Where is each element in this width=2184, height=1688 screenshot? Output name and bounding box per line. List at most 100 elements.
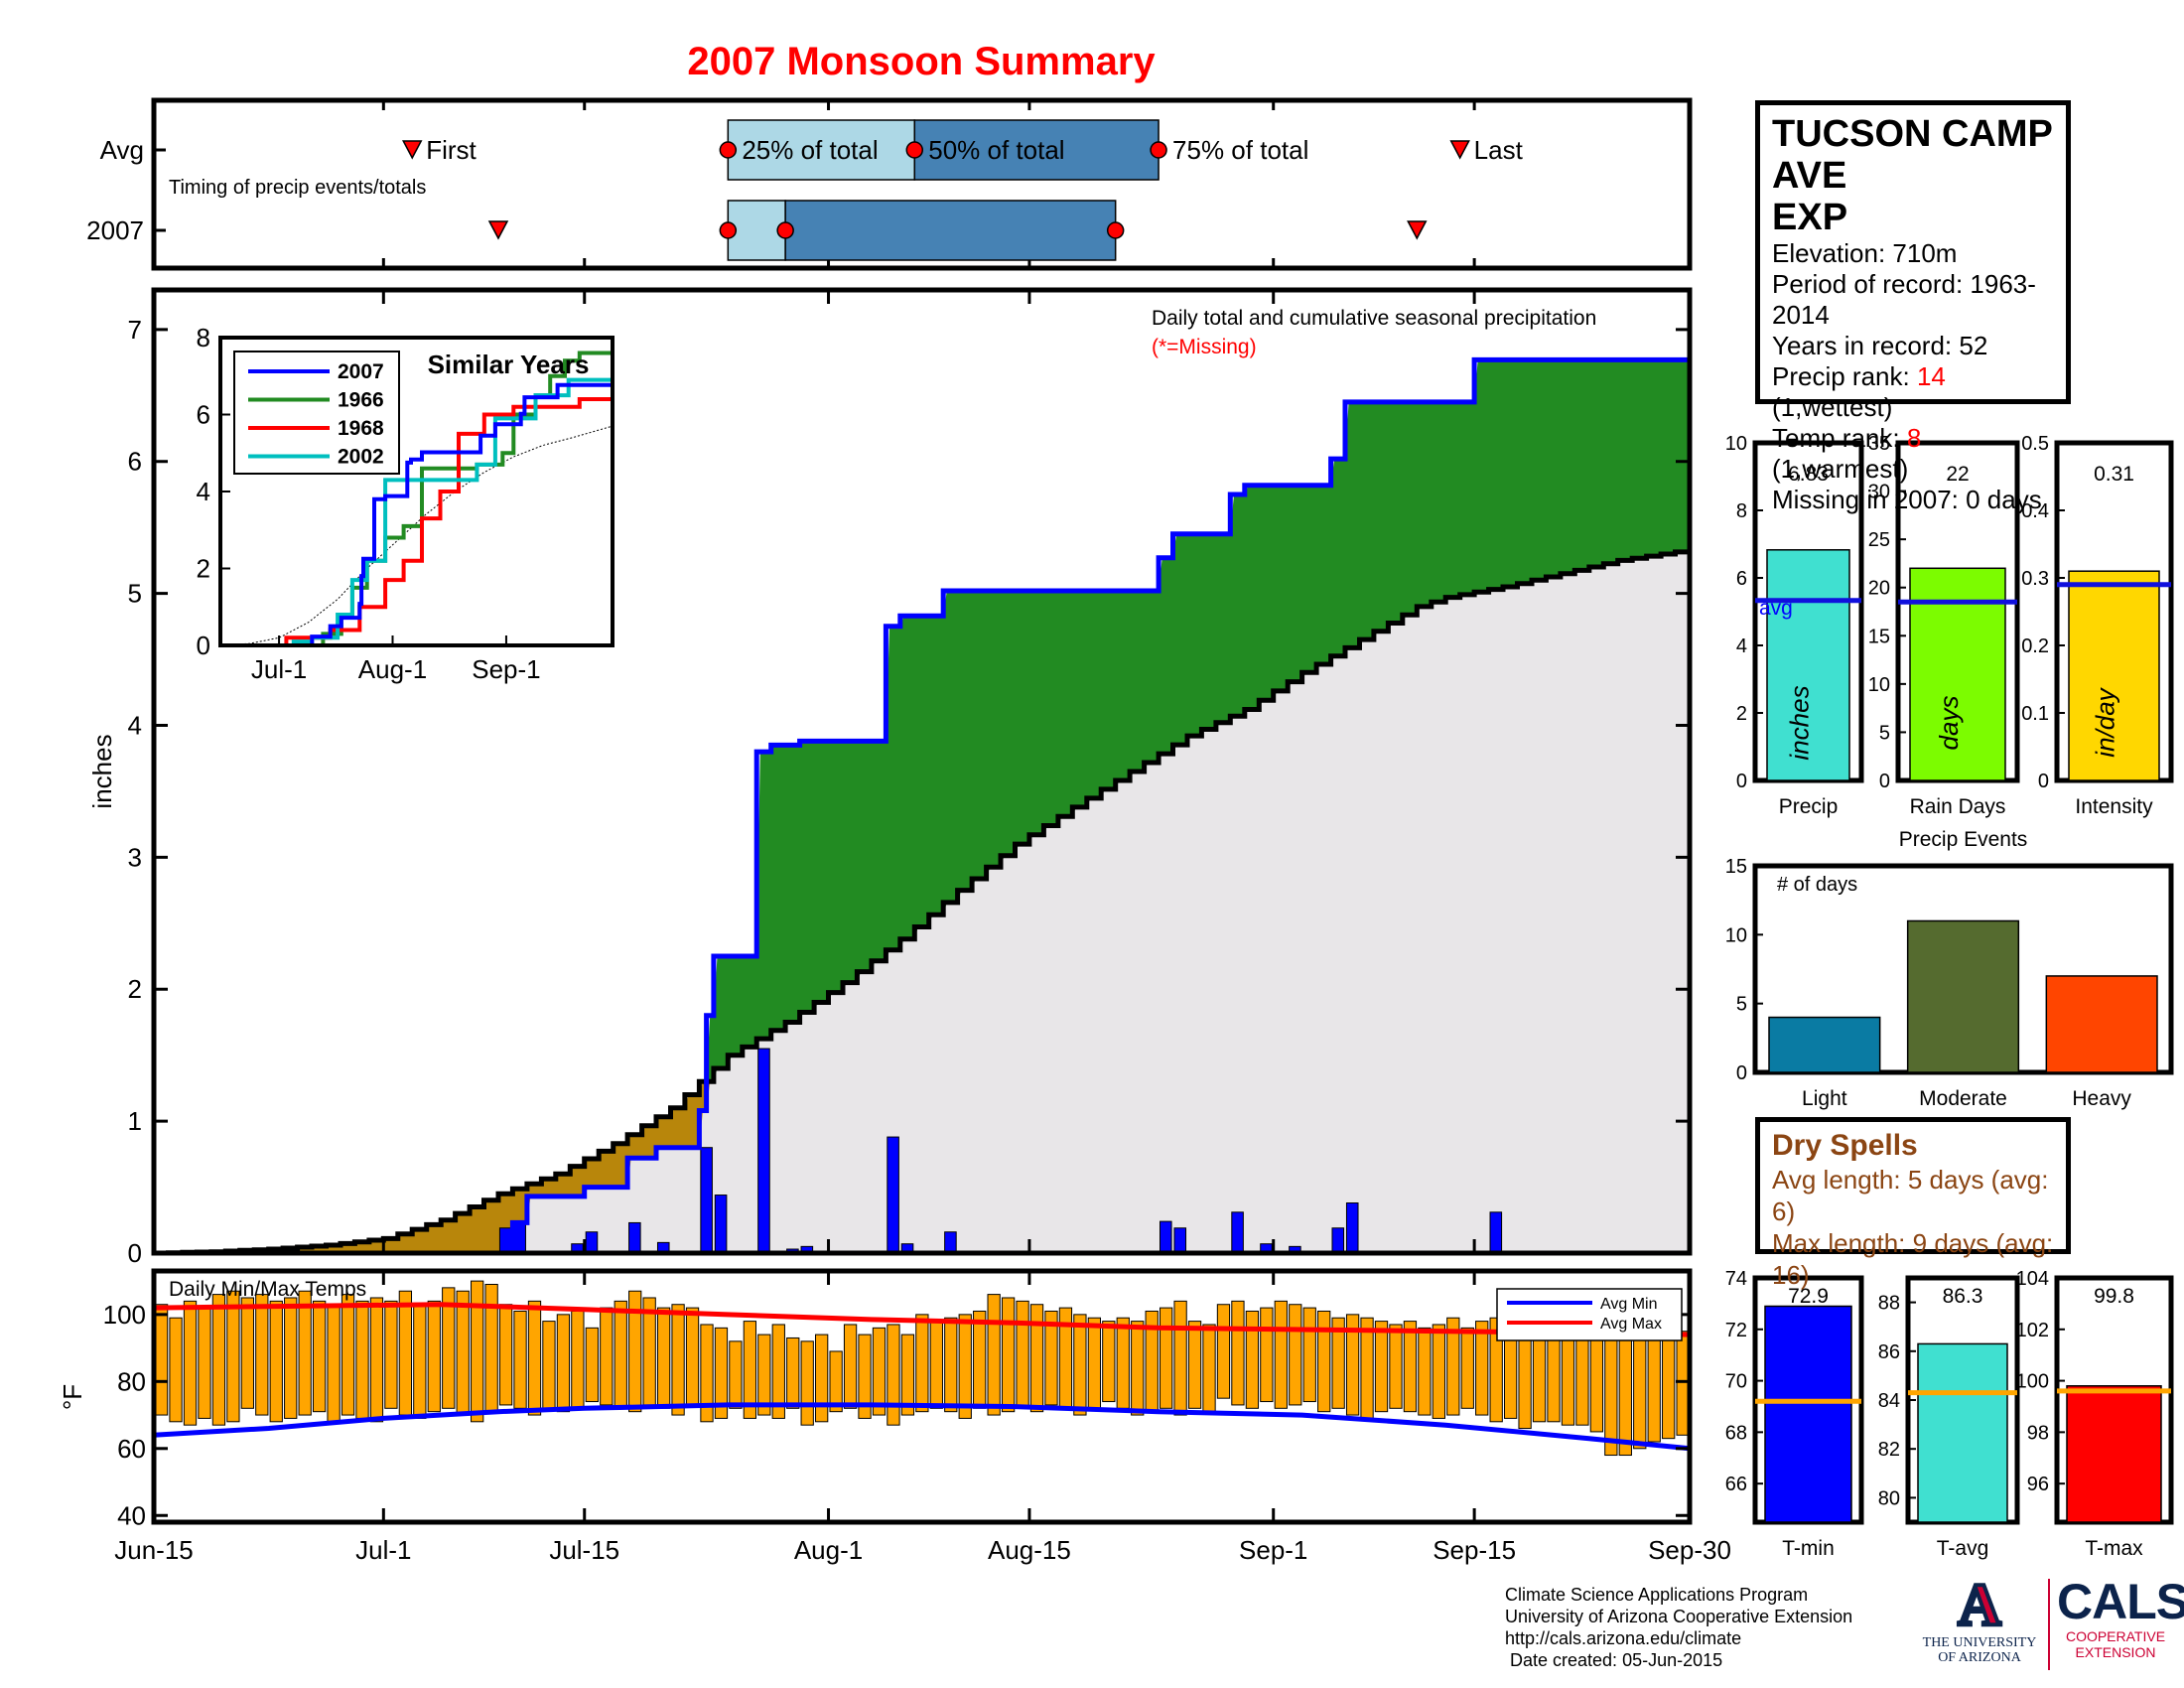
daily-temp-bar [284,1297,298,1419]
temp-summary-bar-1 [1917,1342,2008,1523]
summary-unit-1: days [1934,696,1964,751]
events-ylabel-note: # of days [1777,874,1857,896]
daily-temp-bar [327,1304,341,1423]
summary-unit-2: in/day [2091,686,2120,757]
footer-line2: University of Arizona Cooperative Extens… [1505,1607,1853,1626]
temp-rank-label: Temp rank: [1772,423,1907,453]
timing-marker-2007-q1 [719,221,738,239]
daily-temp-bar [384,1300,398,1409]
daily-temp-bar [198,1307,211,1419]
daily-temp-bar [298,1290,312,1416]
daily-temp-bar [900,1334,915,1416]
daily-temp-bar [628,1290,642,1413]
daily-temp-bar [815,1334,829,1423]
cals-logo-line1: COOPERATIVE [2065,1628,2166,1644]
summary-value-0: 6.83 [1788,463,1829,486]
daily-temp-bar [1173,1300,1187,1416]
daily-temp-bar [1331,1317,1345,1409]
daily-temp-bar [369,1297,384,1423]
daily-temp-bar [1073,1314,1087,1416]
summary-ytick-label: 0.2 [2021,635,2049,657]
events-label-heavy: Heavy [2072,1087,2131,1110]
main-ytick-label: 2 [128,974,142,1004]
temp-rank-suffix: (1,warmest) [1772,454,1909,484]
daily-precip-bar [1231,1211,1244,1254]
daily-temp-bar [226,1290,240,1423]
temp-summary-ytick-label: 86 [1878,1341,1900,1363]
daily-precip-bar [714,1195,728,1254]
cals-logo-text: CALS [2057,1574,2184,1629]
events-ytick-label: 0 [1736,1062,1747,1084]
temp-summary-label-2: T-max [2085,1537,2143,1560]
summary-ytick-label: 2 [1736,703,1747,725]
inset-legend-label-1968: 1968 [338,417,384,440]
date-axis-label: Sep-1 [1239,1535,1307,1565]
cumulative-2007-line [154,356,1690,1256]
summary-ytick-label: 20 [1868,578,1890,600]
temp-summary-label-0: T-min [1782,1537,1835,1560]
daily-precip-bar [498,1227,512,1254]
daily-precip-bar [1331,1227,1345,1254]
temps-ytick-label: 60 [117,1434,146,1464]
daily-temp-bar [1676,1331,1690,1436]
events-bar-light [1768,1016,1881,1073]
temp-summary-ytick-label: 68 [1725,1422,1747,1444]
temps-ytick-label: 100 [103,1300,146,1330]
daily-temp-bar [1001,1297,1016,1413]
missing-note: (*=Missing) [1152,336,1257,358]
temp-summary-ytick-label: 104 [2016,1268,2049,1290]
timing-caption: Timing of precip events/totals [169,177,426,199]
daily-temp-bar [1389,1324,1403,1409]
dry-spells-avg-length: Avg length: 5 days (avg: 6) [1772,1165,2049,1226]
dry-spells-panel: Dry Spells Avg length: 5 days (avg: 6) M… [1755,1117,2071,1290]
summary-ytick-label: 0 [1736,771,1747,792]
daily-temp-bar [1087,1317,1102,1409]
daily-temp-bar [471,1280,484,1423]
daily-temp-bar [211,1294,226,1426]
daily-temp-bar [1231,1300,1245,1406]
temp-summary-ytick-label: 74 [1725,1268,1747,1290]
main-ytick-label: 6 [128,447,142,477]
ua-logo: A THE UNIVERSITY OF ARIZONA [1922,1572,2037,1673]
surplus-fill [154,359,1690,1253]
temps-legend-label-0: Avg Min [1600,1296,1658,1313]
inset-ytick-label: 0 [197,631,210,660]
daily-precip-bar [1173,1227,1187,1254]
daily-temp-bar [1633,1331,1647,1450]
daily-temp-bar [887,1324,900,1426]
precip-rank-value: 14 [1916,361,1946,391]
daily-temp-bar [1374,1321,1389,1413]
ua-logo-line1: THE UNIVERSITY [1922,1635,2037,1650]
summary-ytick-label: 10 [1868,674,1890,696]
inset-ytick-label: 2 [197,554,210,584]
daily-temp-bar [1547,1327,1561,1423]
daily-temp-bar [1289,1304,1302,1406]
daily-precip-bar [944,1231,957,1254]
events-label-moderate: Moderate [1919,1087,2007,1110]
inset-ytick-label: 4 [197,477,210,506]
daily-temp-bar [1187,1321,1202,1409]
station-name-line2: EXP [1772,197,1848,238]
footer-line3: http://cals.arizona.edu/climate [1505,1628,1742,1648]
daily-temp-bar [614,1300,627,1409]
daily-precip-bar [700,1147,713,1254]
cals-logo: CALS COOPERATIVE EXTENSION [2057,1574,2184,1660]
events-ytick-label: 10 [1725,924,1747,946]
temp-summary-ytick-label: 96 [2027,1474,2049,1495]
footer-line1: Climate Science Applications Program [1505,1585,1809,1605]
timing-marker-avg-q3 [1150,141,1167,159]
temp-summary-label-1: T-avg [1937,1537,1989,1560]
main-ytick-label: 1 [128,1106,142,1136]
station-name-line1: TUCSON CAMP AVE [1772,113,2053,197]
daily-temp-bar [571,1310,585,1409]
date-axis-label: Jul-15 [549,1535,619,1565]
daily-temp-bar [255,1294,269,1416]
precip-rank-suffix: (1,wettest) [1772,392,1893,422]
inset-title: Similar Years [428,350,590,379]
station-missing: Missing in 2007: 0 days [1772,485,2042,514]
daily-temp-bar [800,1340,814,1426]
ua-logo-line2: OF ARIZONA [1938,1650,2021,1665]
timing-label-75: 75% of total [1172,135,1308,165]
daily-temp-bar [527,1300,542,1416]
timing-box-2007-50-75 [784,200,1117,261]
